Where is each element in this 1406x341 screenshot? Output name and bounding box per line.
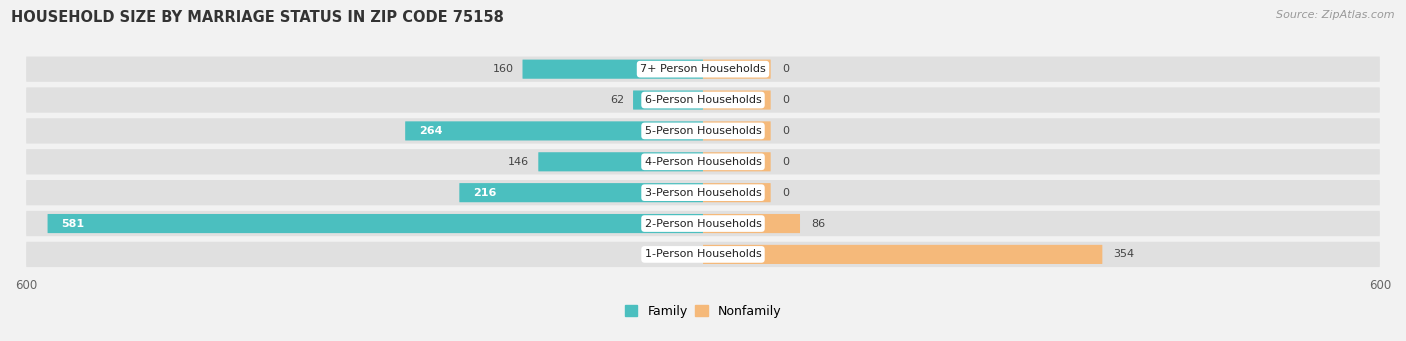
FancyBboxPatch shape <box>703 90 770 109</box>
Text: 86: 86 <box>811 219 825 228</box>
Text: 0: 0 <box>782 157 789 167</box>
FancyBboxPatch shape <box>538 152 703 172</box>
Text: 0: 0 <box>782 95 789 105</box>
FancyBboxPatch shape <box>405 121 703 140</box>
Text: Source: ZipAtlas.com: Source: ZipAtlas.com <box>1277 10 1395 20</box>
FancyBboxPatch shape <box>703 121 770 140</box>
FancyBboxPatch shape <box>703 214 800 233</box>
FancyBboxPatch shape <box>633 90 703 109</box>
Text: 146: 146 <box>508 157 529 167</box>
Text: 160: 160 <box>492 64 513 74</box>
FancyBboxPatch shape <box>523 60 703 79</box>
FancyBboxPatch shape <box>48 214 703 233</box>
Text: 7+ Person Households: 7+ Person Households <box>640 64 766 74</box>
FancyBboxPatch shape <box>703 60 770 79</box>
Legend: Family, Nonfamily: Family, Nonfamily <box>624 305 782 318</box>
FancyBboxPatch shape <box>703 152 770 172</box>
Text: 0: 0 <box>782 188 789 198</box>
Text: 581: 581 <box>60 219 84 228</box>
Text: 6-Person Households: 6-Person Households <box>644 95 762 105</box>
FancyBboxPatch shape <box>27 180 1379 205</box>
Text: 1-Person Households: 1-Person Households <box>644 249 762 260</box>
Text: 216: 216 <box>472 188 496 198</box>
Text: 354: 354 <box>1114 249 1135 260</box>
FancyBboxPatch shape <box>703 183 770 202</box>
Text: 2-Person Households: 2-Person Households <box>644 219 762 228</box>
FancyBboxPatch shape <box>27 211 1379 236</box>
Text: 5-Person Households: 5-Person Households <box>644 126 762 136</box>
FancyBboxPatch shape <box>27 57 1379 82</box>
Text: 264: 264 <box>419 126 443 136</box>
FancyBboxPatch shape <box>27 87 1379 113</box>
Text: 62: 62 <box>610 95 624 105</box>
Text: 4-Person Households: 4-Person Households <box>644 157 762 167</box>
FancyBboxPatch shape <box>27 118 1379 144</box>
Text: 0: 0 <box>782 64 789 74</box>
FancyBboxPatch shape <box>27 242 1379 267</box>
FancyBboxPatch shape <box>703 245 1102 264</box>
Text: 0: 0 <box>782 126 789 136</box>
FancyBboxPatch shape <box>27 149 1379 175</box>
Text: 3-Person Households: 3-Person Households <box>644 188 762 198</box>
FancyBboxPatch shape <box>460 183 703 202</box>
Text: HOUSEHOLD SIZE BY MARRIAGE STATUS IN ZIP CODE 75158: HOUSEHOLD SIZE BY MARRIAGE STATUS IN ZIP… <box>11 10 505 25</box>
